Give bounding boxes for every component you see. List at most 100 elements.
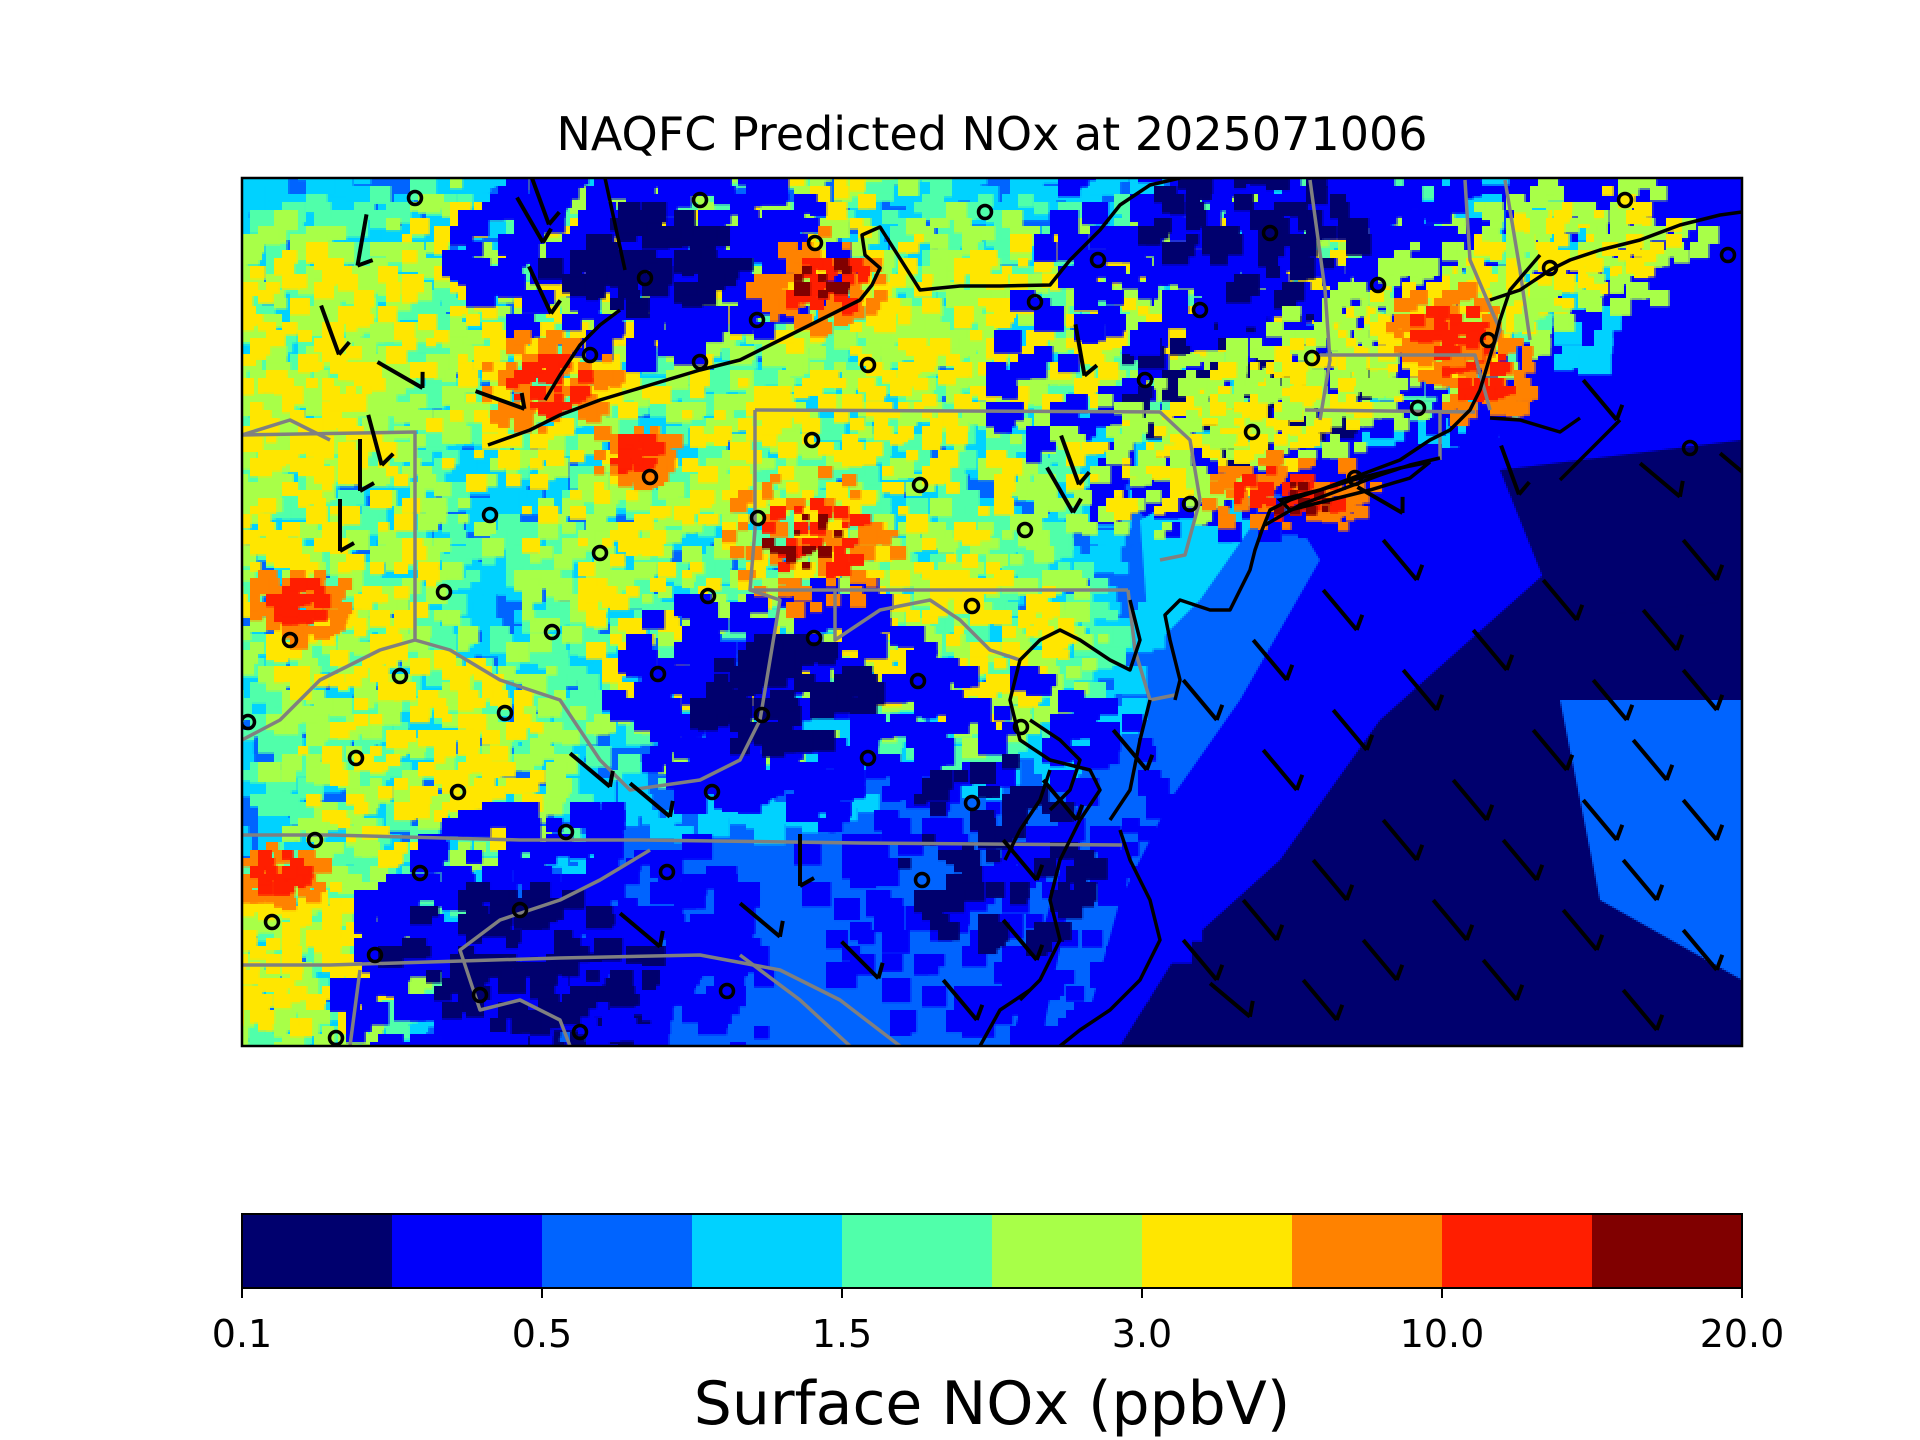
state-border — [754, 408, 1202, 562]
wind-barb — [1501, 838, 1545, 882]
station-marker — [435, 583, 453, 601]
station-marker — [749, 509, 767, 527]
coastline — [487, 178, 1181, 447]
wind-barb — [1208, 981, 1255, 1019]
wind-barb — [1001, 918, 1045, 962]
wind-barb — [1471, 628, 1515, 672]
colorbar-tick-label: 20.0 — [1700, 1312, 1785, 1356]
wind-barb — [1531, 728, 1575, 772]
state-border — [1320, 353, 1492, 411]
station-marker — [806, 234, 824, 252]
station-marker — [1191, 301, 1209, 319]
wind-barb — [1331, 708, 1375, 752]
wind-barb — [1073, 324, 1099, 378]
wind-barb — [358, 439, 375, 493]
wind-barb — [1581, 378, 1625, 422]
station-marker — [1136, 371, 1154, 389]
station-marker — [511, 901, 529, 919]
station-marker — [913, 871, 931, 889]
wind-barb — [527, 265, 562, 315]
colorbar-swatch — [392, 1214, 543, 1288]
station-marker — [753, 706, 771, 724]
station-marker — [496, 704, 514, 722]
station-markers — [242, 189, 1737, 1046]
wind-barb — [1261, 748, 1305, 792]
wind-barb — [1356, 485, 1405, 515]
colorbar: 0.1 0.5 1.5 3.0 10.0 20.0 Surface NOx (ppbV) — [212, 1213, 1785, 1439]
map-frame — [240, 176, 1744, 1048]
station-marker — [691, 353, 709, 371]
wind-barb — [1401, 668, 1445, 712]
colorbar-swatch — [692, 1214, 843, 1288]
station-marker — [703, 783, 721, 801]
station-marker — [263, 913, 281, 931]
colorbar-swatch — [992, 1214, 1143, 1288]
colorbar-tick-label: 0.1 — [212, 1312, 272, 1356]
wind-barb — [1621, 858, 1665, 902]
colorbar-swatch — [842, 1214, 993, 1288]
station-marker — [406, 189, 424, 207]
wind-barb — [1381, 818, 1425, 862]
wind-barb — [1621, 988, 1665, 1032]
wind-barb — [1581, 798, 1625, 842]
wind-barb — [1718, 451, 1742, 489]
colorbar-swatch — [1142, 1214, 1293, 1288]
colorbar-label: Surface NOx (ppbV) — [694, 1369, 1290, 1439]
wind-barb — [941, 978, 985, 1022]
station-marker — [347, 749, 365, 767]
station-marker — [1016, 521, 1034, 539]
station-marker — [1369, 276, 1387, 294]
wind-barb — [1681, 668, 1725, 712]
station-marker — [691, 191, 709, 209]
colorbar-tick-label: 3.0 — [1112, 1312, 1172, 1356]
wind-barb — [319, 304, 351, 356]
state-border — [242, 430, 417, 742]
wind-barb — [1041, 778, 1085, 822]
coastline — [603, 178, 627, 271]
wind-barb — [1045, 466, 1083, 514]
wind-barb — [515, 196, 553, 244]
station-marker — [481, 506, 499, 524]
station-marker — [1541, 259, 1559, 277]
state-border — [414, 588, 782, 792]
station-marker — [1261, 224, 1279, 242]
coastline — [1008, 599, 1142, 821]
nox-raster — [242, 178, 1742, 1046]
wind-barb — [618, 911, 665, 949]
wind-barb — [738, 901, 785, 939]
station-marker — [963, 794, 981, 812]
coastline — [1029, 718, 1082, 812]
map-panel — [240, 176, 1744, 1048]
wind-barb — [474, 389, 527, 411]
station-marker — [306, 831, 324, 849]
wind-barb — [1301, 978, 1345, 1022]
station-marker — [718, 982, 736, 1000]
coastline — [1489, 210, 1742, 302]
wind-barb — [1311, 858, 1355, 902]
wind-barb — [1681, 928, 1725, 972]
station-marker — [1719, 246, 1737, 264]
colorbar-tick-label: 0.5 — [512, 1312, 572, 1356]
coastline — [1276, 460, 1432, 512]
colorbar-swatch — [1442, 1214, 1593, 1288]
station-marker — [1479, 331, 1497, 349]
station-marker — [366, 946, 384, 964]
state-border — [1503, 179, 1532, 341]
wind-barb — [1561, 908, 1605, 952]
wind-barb — [338, 499, 355, 553]
state-border — [242, 953, 902, 1046]
station-marker — [1243, 423, 1261, 441]
station-marker — [909, 672, 927, 690]
station-marker — [571, 1023, 589, 1041]
station-marker — [1089, 251, 1107, 269]
wind-barb — [1681, 798, 1725, 842]
wind-barb — [1241, 898, 1285, 942]
station-marker — [649, 665, 667, 683]
coastline — [543, 308, 622, 401]
colorbar-frame — [241, 1213, 1743, 1289]
state-border — [1304, 408, 1476, 414]
station-marker — [1681, 439, 1699, 457]
station-marker — [641, 468, 659, 486]
station-marker — [699, 587, 717, 605]
